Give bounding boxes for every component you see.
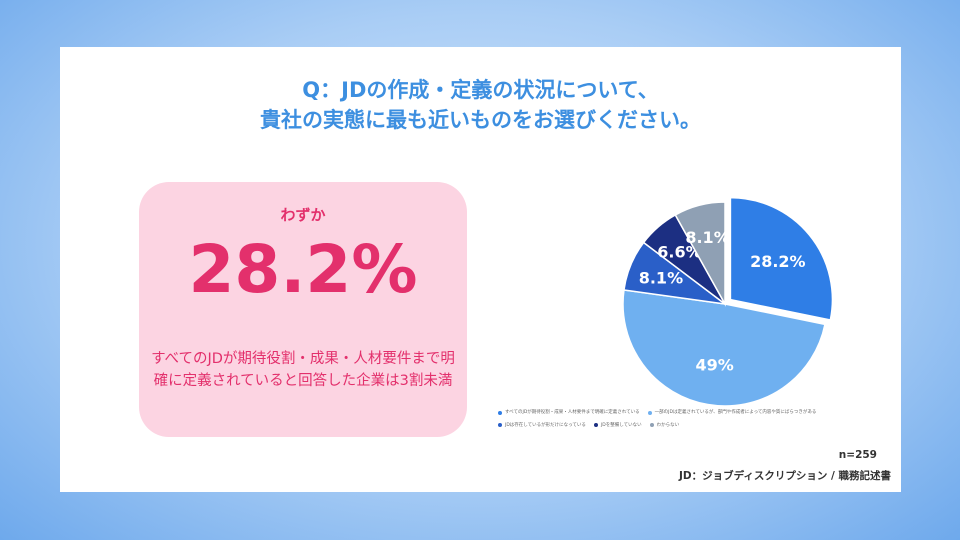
footnote: JD：ジョブディスクリプション / 職務記述書 (678, 470, 891, 482)
legend-swatch (498, 423, 502, 427)
sample-size: n=259 (838, 449, 877, 461)
legend-item: わからない (649, 420, 680, 431)
legend-swatch (593, 423, 598, 427)
highlight-value: 28.2% (188, 231, 418, 308)
pie-slice-label: 49% (696, 355, 734, 374)
pie-slice (622, 289, 826, 407)
legend-swatch (498, 410, 502, 415)
highlight-box: わずか 28.2% すべてのJDが期待役割・成果・人材要件まで明確に定義されてい… (139, 182, 467, 437)
chart-legend: すべてのJDが期待役割・成果・人材要件まで明確に定義されている 一部のJDは定義さ… (498, 407, 868, 432)
pie-slice (674, 201, 726, 307)
legend-item: すべてのJDが期待役割・成果・人材要件まで明確に定義されている (498, 407, 640, 418)
highlight-description: すべてのJDが期待役割・成果・人材要件まで明確に定義されていると回答した企業は3… (151, 351, 455, 389)
legend-label: JDは存在しているが形だけになっている (505, 422, 586, 428)
legend-item: 一部のJDは定義されているが、部門や作成者によって内容や質にばらつきがある (647, 407, 817, 418)
legend-item: JDを整備していない (593, 420, 642, 431)
pie-slice-label: 8.1% (685, 228, 729, 247)
pie-chart: 28.2%49%8.1%6.6%8.1% (622, 196, 834, 407)
content-card: Q：JDの作成・定義の状況について、 貴社の実態に最も近いものをお選びください。… (60, 47, 901, 492)
pie-slice-label: 8.1% (639, 268, 683, 287)
pie-slice-label: 6.6% (657, 243, 701, 262)
legend-label: JDを整備していない (600, 422, 642, 428)
legend-swatch (647, 410, 652, 415)
legend-label: わからない (656, 422, 680, 428)
highlight-label: わずか (280, 206, 326, 224)
pie-slice-label: 28.2% (750, 252, 806, 271)
question-title: Q：JDの作成・定義の状況について、 貴社の実態に最も近いものをお選びください。 (60, 75, 901, 135)
legend-item: JDは存在しているが形だけになっている (498, 420, 586, 431)
legend-swatch (649, 423, 654, 427)
legend-label: すべてのJDが期待役割・成果・人材要件まで明確に定義されている (505, 410, 640, 415)
legend-label: 一部のJDは定義されているが、部門や作成者によって内容や質にばらつきがある (654, 410, 817, 415)
pie-slice (729, 196, 834, 321)
question-title-line1: Q：JDの作成・定義の状況について、 (302, 78, 659, 102)
question-title-line2: 貴社の実態に最も近いものをお選びください。 (260, 108, 701, 132)
